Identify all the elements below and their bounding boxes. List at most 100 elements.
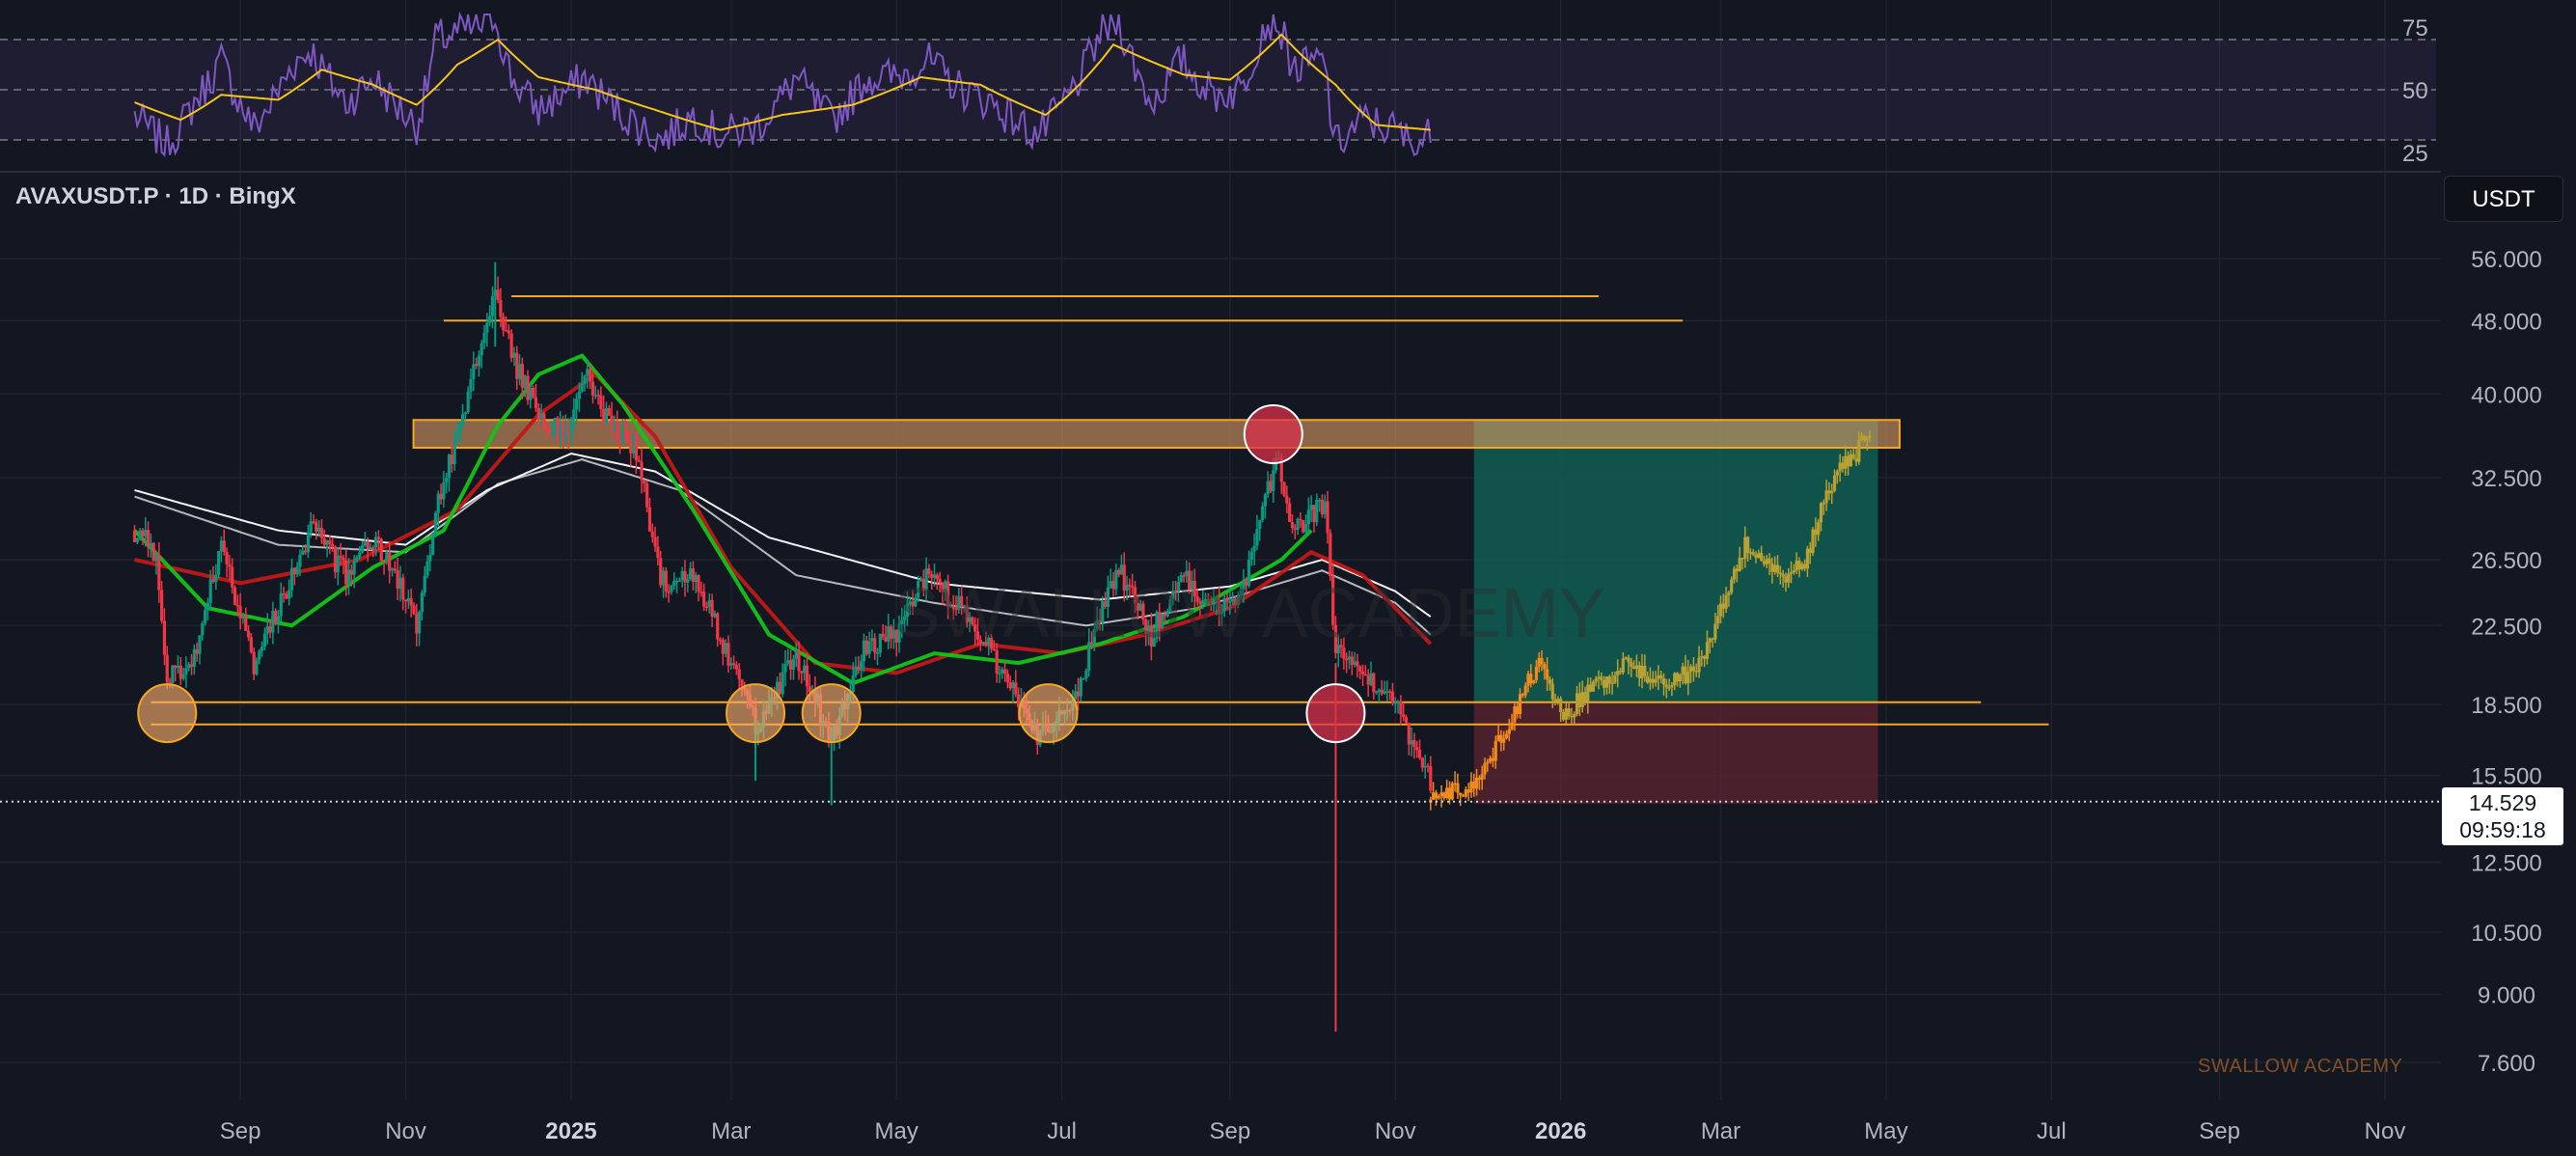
projection-bar bbox=[1604, 676, 1609, 688]
candle-body bbox=[556, 417, 560, 440]
candle-body bbox=[718, 639, 723, 641]
projection-bar bbox=[1851, 454, 1855, 459]
candle-body bbox=[450, 454, 453, 465]
candle-body bbox=[515, 352, 519, 379]
projection-bar bbox=[1775, 564, 1780, 573]
candle-body bbox=[930, 573, 934, 578]
candle-body bbox=[276, 616, 281, 624]
candle-body bbox=[135, 537, 139, 542]
candle-body bbox=[303, 550, 308, 553]
candle-body bbox=[268, 626, 272, 633]
candle-body bbox=[214, 574, 218, 583]
candle-body bbox=[393, 568, 397, 571]
candle-body bbox=[144, 530, 148, 537]
candle-body bbox=[1125, 584, 1129, 591]
projection-bar bbox=[1808, 548, 1812, 554]
symbol-title[interactable]: AVAXUSDT.P · 1D · BingX bbox=[15, 183, 296, 209]
currency-button[interactable]: USDT bbox=[2444, 176, 2563, 222]
candle-body bbox=[1141, 603, 1145, 620]
projection-bar bbox=[1518, 694, 1522, 715]
candle-body bbox=[1263, 494, 1267, 507]
candle-body bbox=[480, 343, 483, 356]
marker-support-touch bbox=[726, 683, 786, 744]
candle-body bbox=[788, 660, 793, 670]
candle-body bbox=[228, 564, 232, 567]
projection-bar bbox=[1684, 666, 1687, 684]
candle-body bbox=[941, 583, 945, 592]
projection-bar bbox=[1787, 573, 1791, 583]
candle-body bbox=[376, 537, 381, 539]
candle-body bbox=[198, 635, 202, 654]
candle-body bbox=[1017, 694, 1021, 708]
projection-bar bbox=[1480, 774, 1484, 781]
candle-body bbox=[1426, 765, 1430, 768]
candle-body bbox=[342, 557, 345, 561]
candle-body bbox=[431, 537, 435, 556]
candle-body bbox=[699, 592, 703, 593]
projection-bar bbox=[1651, 678, 1655, 683]
candle-body bbox=[1396, 701, 1400, 703]
candle-body bbox=[385, 552, 389, 562]
candle-body bbox=[545, 427, 549, 429]
candle-body bbox=[1092, 628, 1096, 644]
candle-body bbox=[262, 633, 267, 647]
projection-bar bbox=[1678, 674, 1682, 682]
candle-body bbox=[1423, 765, 1427, 768]
candle-body bbox=[707, 599, 711, 607]
candle-body bbox=[1258, 519, 1262, 530]
candle-body bbox=[862, 640, 866, 662]
candle-body bbox=[778, 681, 781, 695]
candle-body bbox=[485, 322, 489, 333]
projection-bar bbox=[1846, 455, 1850, 467]
candle-body bbox=[968, 617, 972, 622]
projection-bar bbox=[1718, 603, 1723, 617]
projection-bar bbox=[1634, 665, 1638, 670]
candle-body bbox=[469, 378, 473, 392]
candle-body bbox=[661, 570, 666, 586]
projection-bar bbox=[1830, 490, 1834, 494]
projection-bar bbox=[1784, 576, 1788, 583]
candle-body bbox=[331, 543, 335, 547]
time-tick-label: 2026 bbox=[1535, 1118, 1586, 1144]
marker-support-touch bbox=[137, 683, 198, 744]
candle-body bbox=[1179, 575, 1183, 583]
last-price-tag: 14.529 09:59:18 bbox=[2442, 787, 2563, 845]
candle-body bbox=[577, 391, 581, 399]
projection-bar bbox=[1442, 792, 1446, 799]
projection-bar bbox=[1667, 687, 1671, 689]
projection-bar bbox=[1849, 454, 1852, 467]
ma-line-white bbox=[134, 452, 1432, 618]
candle-body bbox=[1203, 598, 1208, 601]
projection-bar bbox=[1778, 572, 1782, 575]
projection-bar bbox=[1757, 553, 1761, 559]
candle-body bbox=[694, 574, 698, 583]
candle-body bbox=[1249, 551, 1253, 561]
price-axis: 56.000 48.000 40.000 32.500 26.500 22.500 18.5… bbox=[2471, 247, 2541, 1077]
projection-bar bbox=[1805, 548, 1810, 569]
candle-body bbox=[455, 433, 459, 441]
candle-body bbox=[211, 579, 215, 583]
projection-bar bbox=[1489, 757, 1493, 762]
candle-body bbox=[783, 664, 787, 673]
candle-body bbox=[1149, 625, 1153, 647]
candle-body bbox=[466, 391, 470, 413]
projection-bar bbox=[1751, 552, 1755, 555]
candle-body bbox=[927, 568, 931, 574]
candle-body bbox=[617, 439, 622, 444]
candle-body bbox=[884, 637, 888, 642]
candle-body bbox=[1171, 591, 1175, 600]
candle-body bbox=[447, 454, 452, 479]
projection-bar bbox=[1577, 693, 1581, 707]
candle-body bbox=[889, 626, 893, 639]
candle-body bbox=[881, 633, 885, 638]
candle-body bbox=[203, 610, 207, 623]
candle-body bbox=[249, 637, 253, 652]
candle-body bbox=[255, 659, 259, 674]
time-tick-label: May bbox=[875, 1118, 918, 1144]
candle-body bbox=[482, 332, 486, 344]
candle-body bbox=[1192, 581, 1196, 597]
candle-body bbox=[292, 567, 296, 575]
candle-body bbox=[734, 665, 738, 670]
candle-body bbox=[992, 648, 996, 650]
